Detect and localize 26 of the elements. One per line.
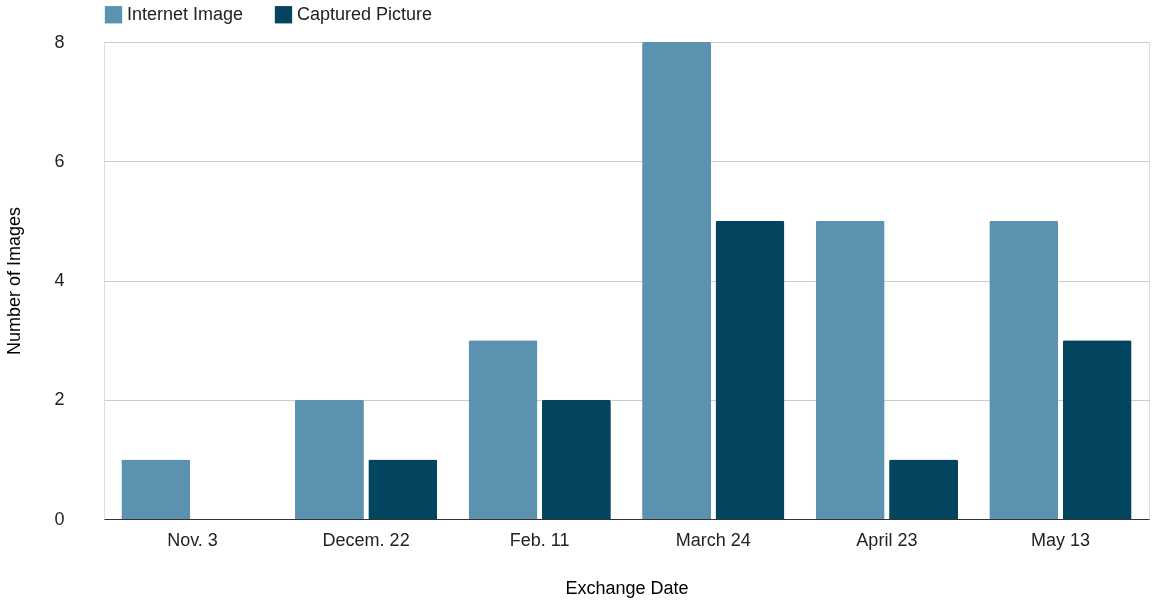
legend-label: Internet Image — [127, 3, 244, 24]
x-tick-label: May 13 — [1030, 529, 1090, 550]
bar — [368, 459, 438, 519]
bar — [989, 220, 1059, 519]
x-axis-title: Exchange Date — [565, 577, 689, 598]
bar — [715, 220, 785, 519]
bar — [468, 340, 538, 519]
y-tick-label: 0 — [54, 508, 65, 529]
bar — [294, 399, 364, 519]
bar — [815, 220, 885, 519]
legend-label: Captured Picture — [297, 3, 433, 24]
y-tick-label: 2 — [54, 389, 65, 410]
x-tick-label: Feb. 11 — [509, 529, 570, 550]
x-tick-label: March 24 — [675, 529, 751, 550]
bar — [889, 459, 959, 519]
bar — [541, 399, 611, 519]
y-axis-title: Number of Images — [4, 206, 25, 356]
y-tick-label: 4 — [54, 270, 65, 290]
y-tick-label: 6 — [54, 150, 65, 171]
x-tick-label: Nov. 3 — [167, 529, 218, 550]
x-tick-label: Decem. 22 — [322, 529, 410, 550]
bar — [121, 459, 191, 519]
bar — [1062, 340, 1132, 519]
x-tick-label: April 23 — [856, 529, 918, 550]
y-tick-label: 8 — [54, 31, 65, 52]
bar — [642, 42, 712, 519]
